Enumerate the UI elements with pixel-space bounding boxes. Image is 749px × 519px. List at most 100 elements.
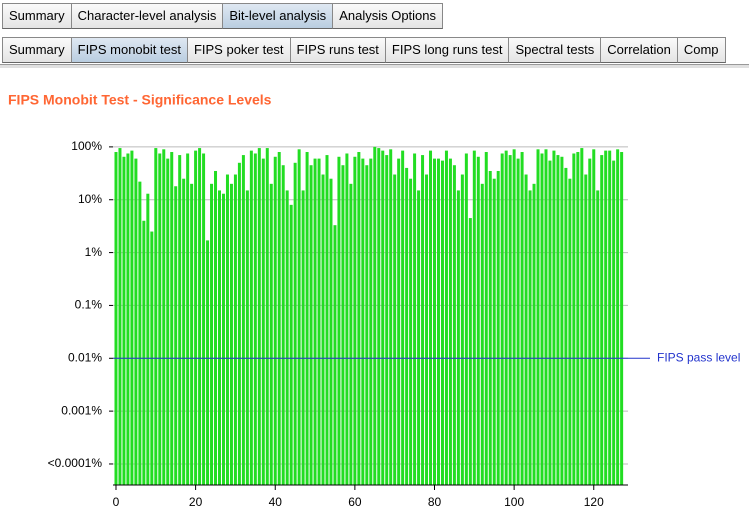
bar	[504, 150, 508, 486]
bar	[329, 178, 333, 486]
pass-level-label: FIPS pass level	[657, 350, 740, 364]
bar	[397, 158, 401, 485]
bar	[389, 149, 393, 485]
tab[interactable]: FIPS poker test	[186, 37, 291, 63]
bar	[225, 174, 229, 485]
tab[interactable]: Analysis Options	[332, 3, 444, 29]
bar	[600, 155, 604, 486]
bar	[572, 153, 576, 485]
bar	[186, 153, 190, 485]
bar	[365, 165, 369, 485]
bar	[285, 190, 289, 485]
bar	[584, 174, 588, 485]
bar	[190, 183, 194, 485]
bar	[357, 152, 361, 486]
bar	[544, 149, 548, 485]
bar	[604, 150, 608, 486]
bar	[444, 150, 448, 486]
bar	[492, 178, 496, 486]
bar	[146, 193, 150, 485]
bar	[229, 183, 233, 485]
bar	[468, 218, 472, 485]
bar	[612, 160, 616, 485]
bar	[297, 149, 301, 485]
bar	[596, 190, 600, 485]
bar	[182, 178, 186, 486]
bar	[353, 156, 357, 486]
bar	[249, 150, 253, 486]
bar	[472, 150, 476, 486]
bar	[413, 153, 417, 485]
bar	[289, 204, 293, 486]
tab[interactable]: Summary	[2, 3, 72, 29]
bar	[508, 155, 512, 486]
bar	[202, 153, 206, 485]
tab[interactable]: Comp	[676, 37, 726, 63]
x-tick-label: 40	[269, 495, 283, 509]
bar	[560, 156, 564, 486]
y-tick-label: 100%	[71, 139, 102, 153]
bar	[536, 149, 540, 485]
bar	[369, 158, 373, 485]
bar	[317, 158, 321, 485]
tab[interactable]: FIPS monobit test	[70, 37, 188, 63]
tab[interactable]: Character-level analysis	[70, 3, 224, 29]
bar	[142, 220, 146, 485]
bar	[241, 155, 245, 486]
bar	[273, 156, 277, 486]
bar	[174, 186, 178, 486]
x-tick-label: 20	[189, 495, 203, 509]
bar	[178, 155, 182, 486]
bar	[218, 190, 222, 485]
bar	[452, 165, 456, 485]
bar	[576, 152, 580, 486]
bar	[405, 167, 409, 485]
bar	[540, 153, 544, 485]
bar	[281, 165, 285, 485]
bar	[588, 158, 592, 485]
bar	[257, 148, 261, 485]
bar	[456, 190, 460, 485]
tab[interactable]: Correlation	[600, 37, 678, 63]
x-tick-label: 100	[504, 495, 524, 509]
tab[interactable]: Spectral tests	[508, 37, 602, 63]
bar	[448, 158, 452, 485]
y-tick-label: 1%	[85, 245, 103, 259]
bar	[564, 167, 568, 485]
bar	[138, 181, 142, 485]
x-tick-label: 0	[113, 495, 120, 509]
bar	[377, 148, 381, 485]
tab[interactable]: FIPS long runs test	[384, 37, 510, 63]
bar	[349, 183, 353, 485]
separator	[0, 64, 749, 68]
bar	[381, 150, 385, 486]
x-tick-label: 80	[428, 495, 442, 509]
bar	[210, 183, 214, 485]
tab[interactable]: Bit-level analysis	[222, 3, 334, 29]
y-tick-label: 0.1%	[75, 298, 103, 312]
tab-row: Summary Character-level analysis Bit-level…	[2, 3, 444, 29]
tab[interactable]: Summary	[2, 37, 72, 63]
bar	[206, 240, 210, 485]
bar	[620, 152, 624, 486]
tab[interactable]: FIPS runs test	[289, 37, 386, 63]
bar	[333, 225, 337, 485]
bar	[313, 158, 317, 485]
bar	[309, 165, 313, 485]
bar	[269, 183, 273, 485]
bar	[325, 155, 329, 486]
bar	[198, 148, 202, 485]
bar	[484, 152, 488, 486]
bar	[552, 150, 556, 486]
bar	[580, 148, 584, 485]
bar	[500, 153, 504, 485]
bar	[253, 153, 257, 485]
x-tick-label: 60	[348, 495, 362, 509]
bar	[476, 156, 480, 486]
bar	[568, 178, 572, 486]
subtab-row: Summary FIPS monobit test FIPS poker test F…	[2, 37, 726, 63]
bar	[496, 170, 500, 485]
x-tick-label: 120	[584, 495, 604, 509]
bar	[158, 153, 162, 485]
